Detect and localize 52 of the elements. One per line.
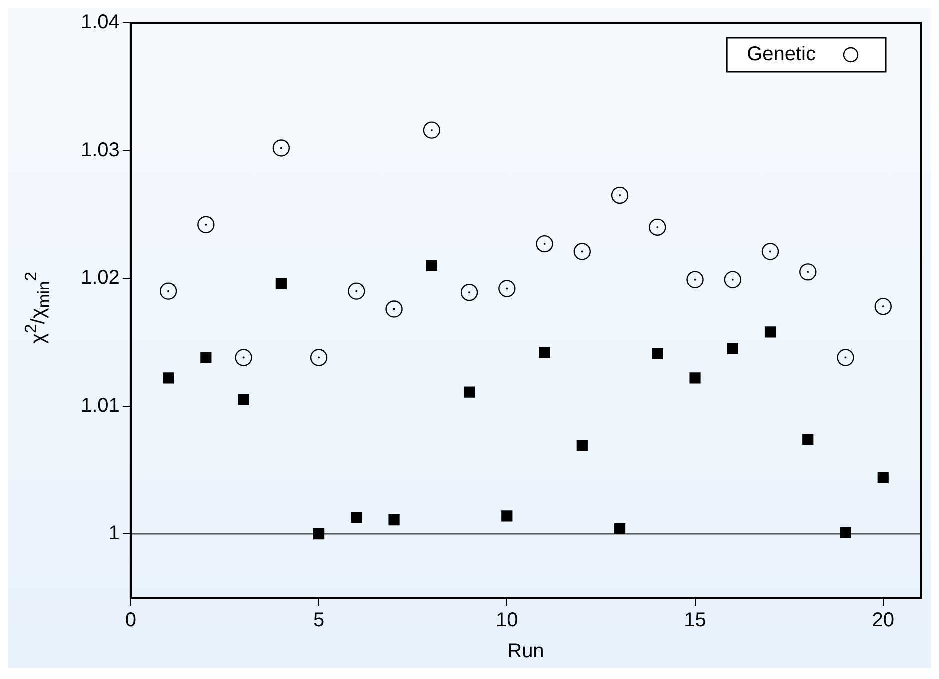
- point: [611, 186, 629, 204]
- point: [727, 343, 738, 354]
- y-tick-label: 1.02: [80, 267, 120, 290]
- legend-label: Genetic: [747, 44, 816, 66]
- point: [686, 271, 704, 288]
- x-tick-label: 5: [313, 610, 325, 632]
- x-tick-label: 0: [125, 610, 136, 632]
- point: [498, 280, 516, 298]
- point: [837, 349, 854, 366]
- point: [762, 243, 780, 260]
- y-tick-label: 1.01: [80, 394, 120, 417]
- point: [386, 300, 403, 318]
- point: [539, 347, 550, 358]
- y-tick-label: 1.04: [80, 12, 120, 34]
- point: [690, 372, 701, 384]
- point: [348, 282, 366, 300]
- x-tick-label: 15: [684, 610, 706, 632]
- point: [313, 528, 325, 540]
- point: [614, 523, 626, 535]
- point: [502, 510, 513, 522]
- x-axis-title: Run: [508, 640, 544, 663]
- point: [200, 352, 212, 364]
- point: [198, 216, 215, 234]
- point: [874, 298, 892, 316]
- point: [878, 472, 889, 484]
- point: [423, 122, 441, 139]
- x-tick-label: 20: [872, 610, 894, 632]
- point: [235, 349, 252, 366]
- y-tick-label: 1: [108, 522, 120, 545]
- point: [351, 512, 362, 524]
- point: [764, 326, 776, 338]
- point: [536, 235, 554, 253]
- point: [800, 264, 817, 281]
- point: [802, 434, 814, 446]
- point: [576, 440, 588, 452]
- point: [652, 348, 664, 360]
- point: [840, 527, 852, 538]
- point: [649, 218, 666, 236]
- point: [388, 514, 400, 526]
- point: [310, 349, 328, 366]
- point: [238, 394, 250, 406]
- point: [574, 243, 591, 260]
- point: [464, 386, 476, 398]
- point: [460, 284, 478, 302]
- point: [276, 278, 287, 290]
- y-tick-label: 1.03: [80, 139, 120, 162]
- point: [426, 260, 438, 272]
- point: [272, 140, 290, 157]
- point: [724, 271, 742, 288]
- point: [163, 372, 174, 384]
- point: [160, 282, 178, 300]
- x-tick-label: 10: [496, 610, 518, 632]
